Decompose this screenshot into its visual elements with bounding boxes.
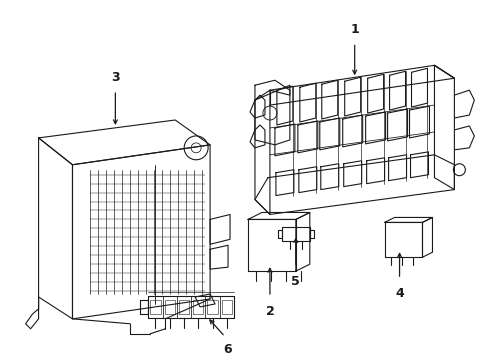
Text: 5: 5 [291, 275, 300, 288]
Bar [193, 300, 203, 314]
Text: 3: 3 [111, 71, 120, 84]
Bar [179, 300, 189, 314]
Text: 2: 2 [265, 305, 274, 318]
Bar [207, 300, 217, 314]
Text: 1: 1 [349, 23, 358, 36]
Text: 4: 4 [394, 287, 403, 300]
Bar [150, 300, 160, 314]
Bar [164, 300, 175, 314]
Text: 6: 6 [224, 343, 232, 356]
Bar [221, 300, 232, 314]
